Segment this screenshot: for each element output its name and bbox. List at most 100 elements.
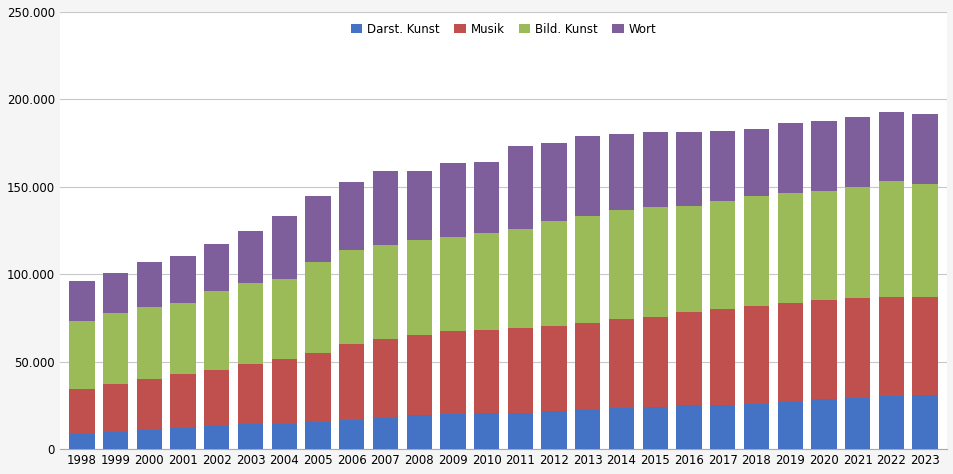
Bar xyxy=(171,256,195,302)
Legend: Darst. Kunst, Musik, Bild. Kunst, Wort: Darst. Kunst, Musik, Bild. Kunst, Wort xyxy=(346,18,660,40)
Bar xyxy=(507,328,533,412)
Bar xyxy=(439,414,465,449)
Bar xyxy=(642,407,667,449)
Bar xyxy=(844,117,869,187)
Bar xyxy=(642,208,667,317)
Bar xyxy=(70,281,94,321)
Bar xyxy=(541,221,566,326)
Bar xyxy=(305,196,331,262)
Bar xyxy=(474,233,498,329)
Bar xyxy=(136,379,162,430)
Bar xyxy=(743,128,768,196)
Bar xyxy=(810,121,836,191)
Bar xyxy=(810,400,836,449)
Bar xyxy=(171,428,195,449)
Bar xyxy=(541,326,566,411)
Bar xyxy=(575,410,599,449)
Bar xyxy=(373,418,397,449)
Bar xyxy=(777,123,802,193)
Bar xyxy=(676,405,700,449)
Bar xyxy=(608,409,634,449)
Bar xyxy=(70,389,94,434)
Bar xyxy=(373,171,397,245)
Bar xyxy=(541,143,566,221)
Bar xyxy=(743,306,768,404)
Bar xyxy=(575,323,599,410)
Bar xyxy=(272,216,296,279)
Bar xyxy=(709,309,735,405)
Bar xyxy=(439,164,465,237)
Bar xyxy=(642,132,667,208)
Bar xyxy=(575,216,599,323)
Bar xyxy=(237,424,263,449)
Bar xyxy=(70,321,94,389)
Bar xyxy=(844,187,869,299)
Bar xyxy=(709,131,735,201)
Bar xyxy=(338,250,364,344)
Bar xyxy=(103,432,128,449)
Bar xyxy=(204,244,229,292)
Bar xyxy=(541,411,566,449)
Bar xyxy=(844,299,869,398)
Bar xyxy=(305,353,331,422)
Bar xyxy=(237,283,263,364)
Bar xyxy=(709,201,735,309)
Bar xyxy=(911,114,937,183)
Bar xyxy=(743,196,768,306)
Bar xyxy=(507,228,533,328)
Bar xyxy=(777,303,802,402)
Bar xyxy=(676,312,700,405)
Bar xyxy=(103,384,128,432)
Bar xyxy=(474,329,498,413)
Bar xyxy=(338,182,364,250)
Bar xyxy=(70,434,94,449)
Bar xyxy=(305,262,331,353)
Bar xyxy=(272,359,296,424)
Bar xyxy=(439,237,465,331)
Bar xyxy=(204,426,229,449)
Bar xyxy=(171,374,195,428)
Bar xyxy=(474,162,498,233)
Bar xyxy=(642,317,667,407)
Bar xyxy=(878,297,903,396)
Bar xyxy=(777,193,802,303)
Bar xyxy=(608,319,634,409)
Bar xyxy=(676,132,700,206)
Bar xyxy=(608,210,634,319)
Bar xyxy=(373,339,397,418)
Bar xyxy=(237,364,263,424)
Bar xyxy=(136,430,162,449)
Bar xyxy=(507,412,533,449)
Bar xyxy=(878,182,903,297)
Bar xyxy=(338,419,364,449)
Bar xyxy=(709,405,735,449)
Bar xyxy=(810,300,836,400)
Bar xyxy=(911,183,937,297)
Bar xyxy=(608,134,634,210)
Bar xyxy=(406,171,432,240)
Bar xyxy=(305,422,331,449)
Bar xyxy=(136,307,162,379)
Bar xyxy=(406,415,432,449)
Bar xyxy=(911,297,937,395)
Bar xyxy=(777,402,802,449)
Bar xyxy=(878,396,903,449)
Bar xyxy=(103,273,128,313)
Bar xyxy=(911,395,937,449)
Bar xyxy=(272,424,296,449)
Bar xyxy=(844,398,869,449)
Bar xyxy=(474,413,498,449)
Bar xyxy=(507,146,533,228)
Bar xyxy=(272,279,296,359)
Bar xyxy=(810,191,836,300)
Bar xyxy=(406,335,432,415)
Bar xyxy=(373,245,397,339)
Bar xyxy=(171,302,195,374)
Bar xyxy=(136,262,162,307)
Bar xyxy=(406,240,432,335)
Bar xyxy=(338,344,364,419)
Bar xyxy=(204,292,229,370)
Bar xyxy=(676,206,700,312)
Bar xyxy=(743,404,768,449)
Bar xyxy=(237,231,263,283)
